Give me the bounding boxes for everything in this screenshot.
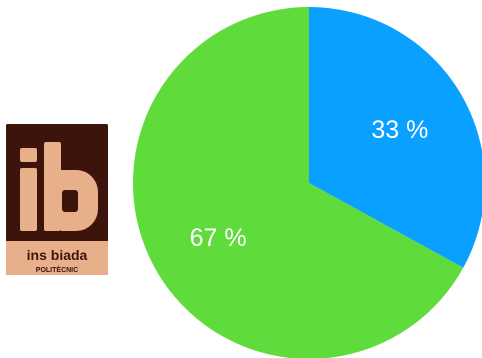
logo-graphic: ins biada POLITÈCNIC xyxy=(6,124,108,275)
pie-slice-1 xyxy=(309,7,482,268)
logo-name: ins biada xyxy=(27,247,88,263)
logo-i-stem xyxy=(20,168,37,231)
logo-name-band xyxy=(6,241,108,275)
logo-b-bowl xyxy=(61,170,98,231)
logo-subtitle: POLITÈCNIC xyxy=(36,265,78,274)
logo-b-counter xyxy=(62,190,78,212)
pie-slice-2 xyxy=(133,7,464,358)
school-logo: ins biada POLITÈCNIC xyxy=(6,124,108,275)
pie-slice-label-1: 33 % xyxy=(371,116,428,144)
logo-i-dot xyxy=(20,148,37,162)
logo-b-stem xyxy=(44,142,61,231)
pie-slice-label-2: 67 % xyxy=(190,224,247,252)
